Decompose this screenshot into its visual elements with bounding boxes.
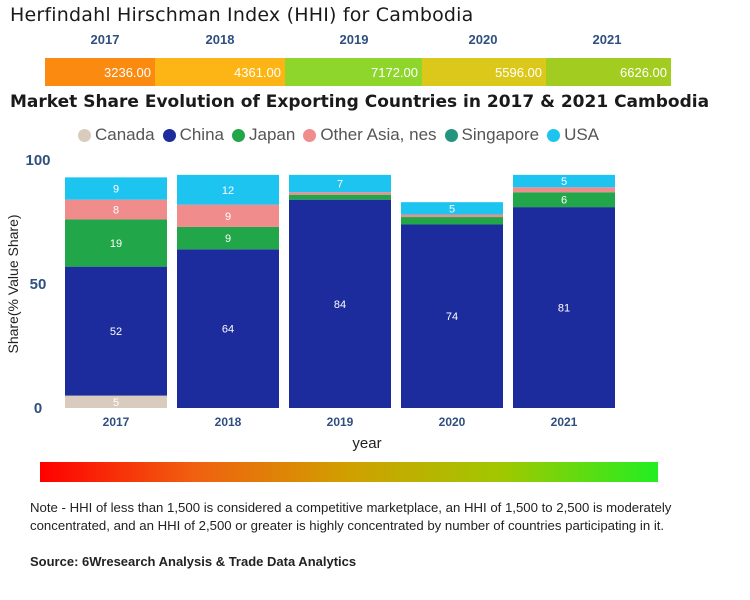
data-label: 84 (334, 299, 346, 311)
hhi-cell-2018: 4361.00 (155, 58, 285, 86)
x-tick-label: 2020 (439, 415, 466, 429)
legend-label-usa: USA (564, 125, 600, 144)
legend-dot-other-asia (303, 128, 317, 142)
bar-segment-china-2017 (65, 266, 167, 396)
hhi-cell-2019: 7172.00 (285, 58, 422, 86)
data-label: 9 (225, 211, 231, 223)
bar-segment-japan-2019 (289, 194, 391, 200)
data-label: 52 (110, 326, 122, 338)
hhi-year-row: 2017 2018 2019 2020 2021 (45, 32, 671, 50)
legend-dot-canada (78, 128, 91, 142)
bar-segment-china-2021 (513, 207, 615, 408)
y-tick-label: 100 (25, 152, 50, 169)
legend-label-singapore: Singapore (461, 125, 540, 144)
hhi-cell-2020: 5596.00 (422, 58, 546, 86)
bar-segment-other-asia-nes-2018 (177, 204, 279, 227)
hhi-color-scale (40, 462, 658, 482)
stacked-bar-chart: 0 50 100 Share(% Value Share) 5 52 19 8 9 2017 64 9… (5, 152, 615, 452)
bar-segment-other-asia-nes-2021 (513, 187, 615, 193)
hhi-year-2017: 2017 (90, 32, 120, 47)
data-label: 5 (113, 397, 119, 409)
bar-segment-china-2020 (401, 224, 503, 408)
legend-label-other-asia: Other Asia, nes (320, 125, 437, 144)
data-label: 12 (222, 185, 234, 197)
bar-segment-japan-2020 (401, 217, 503, 225)
x-tick-label: 2021 (551, 415, 578, 429)
bar-segment-japan-2021 (513, 192, 615, 208)
legend-item-usa: USA (547, 125, 599, 145)
hhi-title: Herfindahl Hirschman Index (HHI) for Cam… (10, 4, 474, 26)
hhi-value-bar: 3236.00 4361.00 7172.00 5596.00 6626.00 (45, 58, 671, 86)
bar-segment-usa-2019 (289, 174, 391, 193)
y-tick-label: 0 (34, 400, 42, 417)
legend-label-canada: Canada (95, 125, 155, 144)
chart-legend: Canada China Japan Other Asia, nes Singa… (78, 124, 607, 146)
legend-item-singapore: Singapore (444, 125, 540, 145)
bar-segment-japan-2017 (65, 219, 167, 267)
legend-item-japan: Japan (231, 125, 296, 145)
bar-segment-usa-2021 (513, 174, 615, 188)
legend-label-china: China (179, 125, 224, 144)
data-label: 8 (113, 205, 119, 217)
bar-segment-japan-2018 (177, 226, 279, 250)
bar-segment-usa-2018 (177, 174, 279, 205)
bar-segment-other-asia-nes-2020 (401, 214, 503, 218)
footnote: Note - HHI of less than 1,500 is conside… (30, 500, 672, 533)
x-tick-label: 2018 (215, 415, 242, 429)
data-label: 74 (446, 311, 458, 323)
bar-segment-other-asia-nes-2019 (289, 192, 391, 195)
data-label: 6 (561, 195, 567, 207)
chart-title: Market Share Evolution of Exporting Coun… (10, 92, 710, 112)
data-label: 9 (225, 233, 231, 245)
hhi-year-2018: 2018 (205, 32, 235, 47)
x-tick-label: 2017 (103, 415, 130, 429)
legend-dot-china (162, 128, 176, 142)
bar-segment-other-asia-nes-2017 (65, 199, 167, 220)
data-label: 5 (561, 176, 567, 188)
data-label: 19 (110, 238, 122, 250)
legend-label-japan: Japan (248, 125, 296, 144)
data-label: 5 (449, 203, 455, 215)
hhi-cell-2017: 3236.00 (45, 58, 155, 86)
x-tick-label: 2019 (327, 415, 354, 429)
hhi-cell-2021: 6626.00 (546, 58, 671, 86)
legend-item-canada: Canada (78, 125, 155, 145)
bar-segment-canada-2017 (65, 395, 167, 408)
source-text: Source: 6Wresearch Analysis & Trade Data… (30, 554, 357, 569)
data-label: 64 (222, 324, 234, 336)
hhi-year-2019: 2019 (339, 32, 369, 47)
bar-segment-usa-2020 (401, 202, 503, 215)
legend-item-china: China (162, 125, 224, 145)
legend-dot-singapore (444, 128, 458, 142)
legend-dot-japan (231, 128, 245, 142)
data-label: 9 (113, 184, 119, 196)
legend-dot-usa (547, 128, 561, 142)
legend-item-other-asia: Other Asia, nes (303, 125, 437, 145)
bar-segment-china-2018 (177, 249, 279, 408)
y-tick-label: 50 (30, 276, 47, 293)
data-label: 81 (558, 303, 570, 315)
hhi-year-2021: 2021 (592, 32, 622, 47)
hhi-year-2020: 2020 (468, 32, 498, 47)
x-axis-label: year (352, 435, 381, 452)
y-axis-label: Share(% Value Share) (5, 214, 21, 353)
bar-segment-usa-2017 (65, 177, 167, 200)
bar-segment-china-2019 (289, 199, 391, 408)
data-label: 7 (337, 179, 343, 191)
